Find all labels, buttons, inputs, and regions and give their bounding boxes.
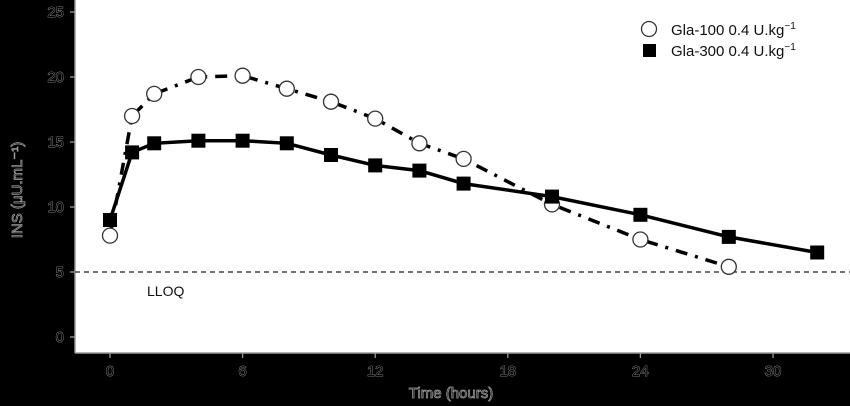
data-point-square [721,229,736,244]
data-point-circle [101,227,119,244]
legend-label-gla100: Gla-100 0.4 U.kg−1 [671,21,796,39]
y-tick-label: 15 [47,134,64,151]
data-point-circle [720,258,737,275]
data-point-circle [190,68,207,86]
data-point-circle [278,80,295,97]
data-point-square [324,148,338,162]
legend: Gla-100 0.4 U.kg−1 Gla-300 0.4 U.kg−1 [640,20,796,60]
x-tick-label: 12 [367,363,384,380]
markers-gla300 [103,133,825,260]
markers-gla100 [101,67,737,275]
y-tick-label: 20 [47,69,64,86]
data-point-circle [455,150,472,168]
data-point-circle [146,85,163,103]
y-tick-label: 25 [47,4,64,21]
plot-area [75,0,850,353]
data-point-circle [411,135,428,152]
y-tick-label: 10 [47,199,64,216]
y-tick-label: 5 [56,264,64,281]
x-tick-label: 0 [106,363,114,380]
data-point-square [125,145,140,160]
legend-label-gla300: Gla-300 0.4 U.kg−1 [671,42,796,60]
legend-circle-marker-icon [640,20,658,38]
x-tick-label: 6 [238,363,246,380]
x-tick-label: 30 [765,363,782,380]
data-point-square [456,176,471,191]
y-axis-title: INS (μU.mL⁻¹) [9,142,26,239]
data-point-square [412,163,427,178]
series-layer [101,67,825,275]
data-point-square [810,245,825,260]
data-point-circle [322,93,340,110]
data-point-square [103,213,117,227]
x-tick-label: 24 [632,363,649,380]
series-gla300 [108,138,818,255]
data-point-square [147,136,162,151]
data-point-square [633,207,648,222]
data-point-square [368,158,383,173]
x-tick-label: 18 [499,363,516,380]
data-point-circle [632,231,649,248]
x-axis-title: Time (hours) [409,385,493,402]
lloq-label: LLOQ [147,283,184,299]
data-point-square [191,133,206,148]
axes: 0 5 10 15 20 25 0 6 12 18 24 30 [47,0,850,380]
data-point-circle [367,110,384,127]
legend-square-marker-icon [643,44,656,57]
data-point-square [235,133,250,148]
data-point-square [279,136,294,151]
y-tick-label: 0 [56,329,64,346]
data-point-circle [234,67,251,84]
data-point-square [545,189,559,204]
series-line [108,138,818,255]
data-point-circle [123,107,141,125]
